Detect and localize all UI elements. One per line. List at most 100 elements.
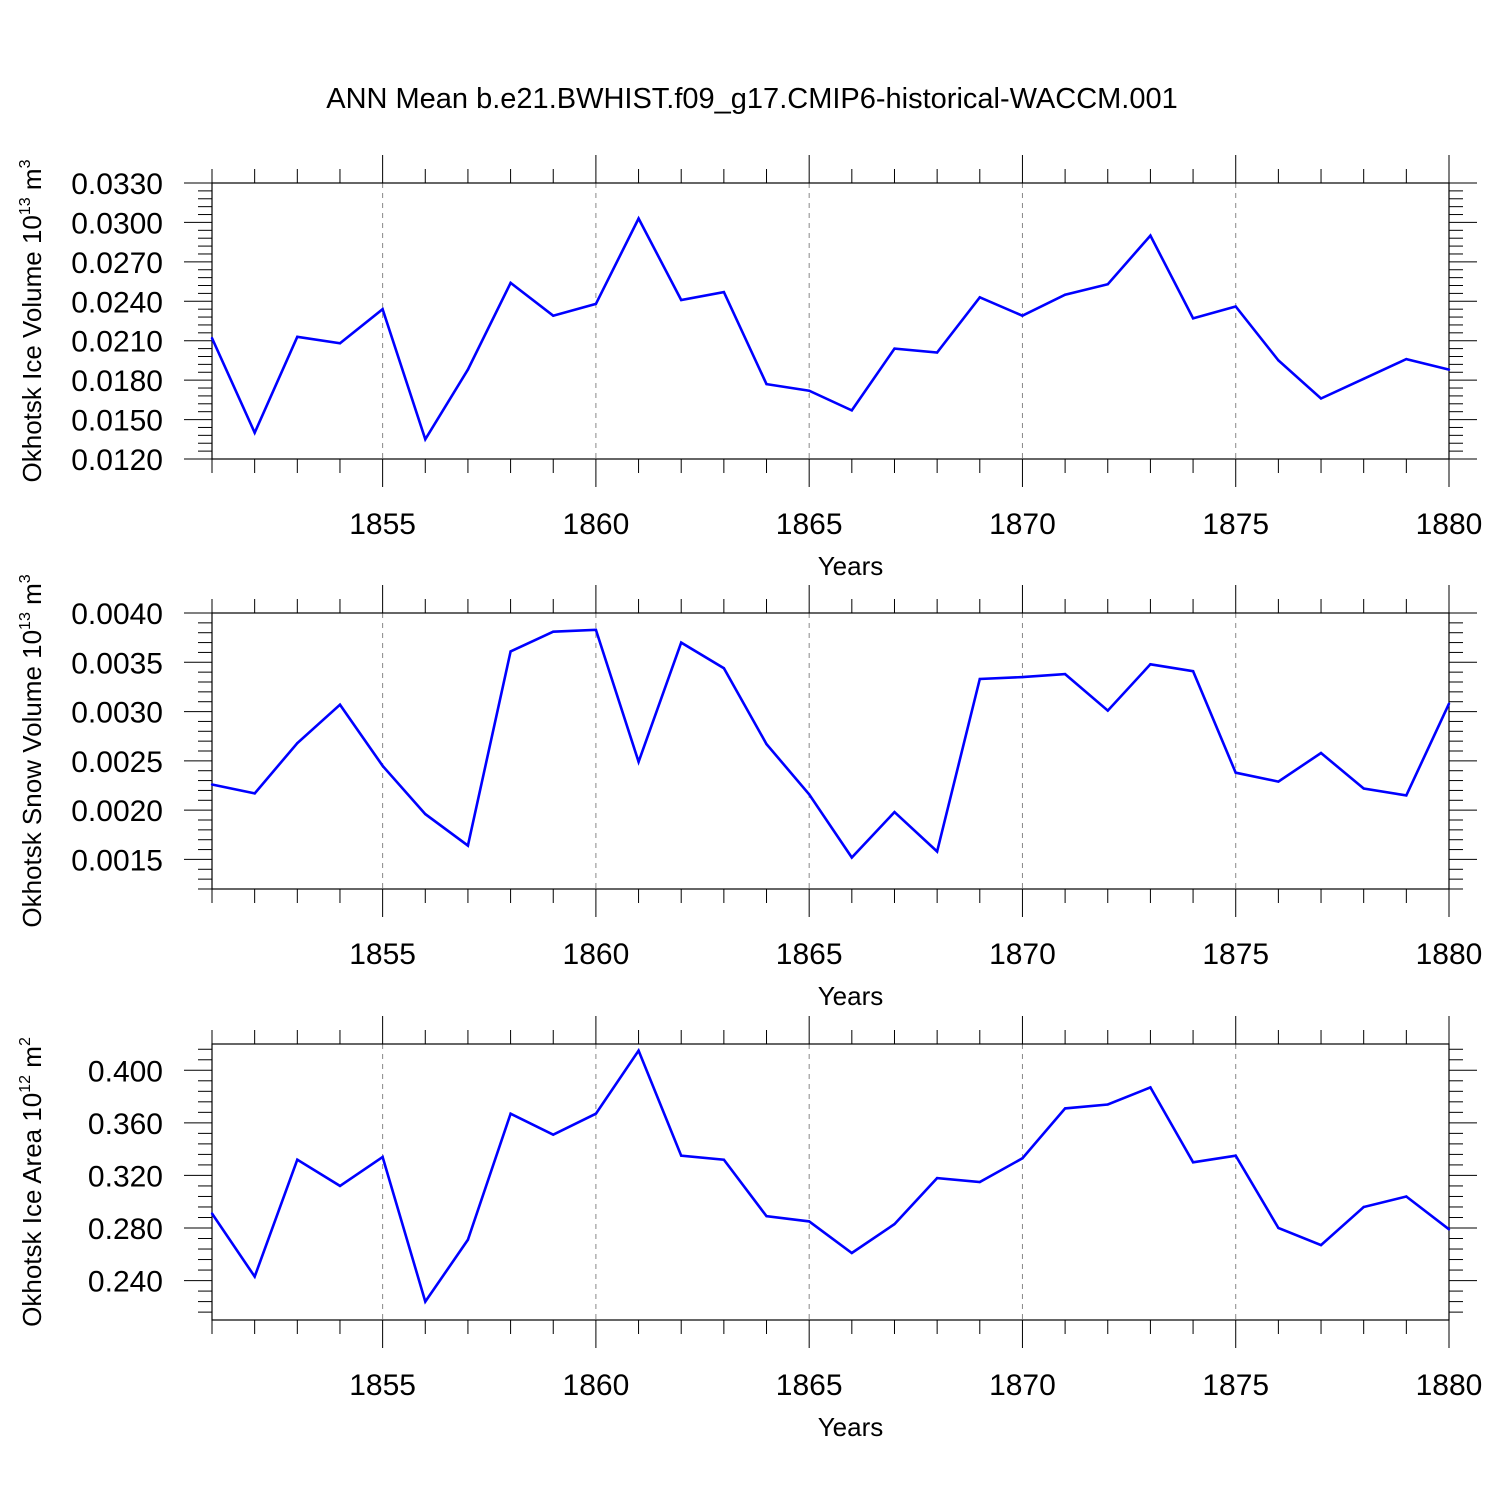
data-point: [1021, 675, 1024, 679]
data-point: [1149, 1086, 1152, 1089]
data-point: [765, 742, 768, 746]
y-tick-label: 0.0150: [71, 405, 163, 438]
x-tick-label: 1855: [349, 938, 416, 971]
data-point: [338, 342, 342, 345]
y-tick-label: 0.0270: [71, 247, 163, 280]
data-point: [1319, 751, 1323, 755]
data-point: [1362, 1205, 1365, 1209]
data-point: [1063, 1107, 1067, 1110]
data-point: [1234, 305, 1237, 308]
data-point: [1319, 1243, 1323, 1247]
y-tick-label: 0.0180: [71, 365, 163, 398]
data-point: [509, 650, 512, 653]
y-tick-label: 0.0330: [71, 168, 163, 201]
data-point: [765, 1214, 768, 1218]
data-point: [296, 741, 299, 745]
y-axis-label-unit-exponent: 3: [17, 574, 34, 583]
data-point: [1277, 780, 1280, 783]
y-tick-label: 0.0025: [71, 746, 163, 779]
plot-frame: [211, 182, 1450, 460]
y-tick-label: 0.0210: [71, 326, 163, 359]
x-axis-label: Years: [818, 1412, 884, 1442]
data-point: [1191, 317, 1195, 320]
data-point: [594, 1112, 598, 1115]
data-point: [594, 628, 598, 631]
y-axis-label-exponent: 12: [17, 1075, 34, 1093]
data-point: [296, 335, 299, 338]
data-point: [1447, 1228, 1451, 1231]
data-point: [424, 1300, 427, 1303]
x-tick-label: 1855: [349, 1369, 416, 1402]
panel-3: 0.240 0.280 0.320 0.360 0.400 1855 1860 1865 187…: [17, 1016, 1482, 1442]
data-point: [424, 438, 427, 441]
y-tick-label: 0.400: [88, 1055, 163, 1088]
y-axis-label: Okhotsk Ice Volume 1013 m3: [17, 159, 47, 482]
data-point: [807, 1220, 811, 1223]
data-point: [1063, 293, 1067, 296]
data-point: [381, 1155, 384, 1159]
data-point: [210, 336, 214, 340]
figure-title: ANN Mean b.e21.BWHIST.f09_g17.CMIP6-hist…: [326, 83, 1178, 115]
x-tick-label: 1870: [989, 508, 1056, 541]
data-point: [680, 641, 683, 644]
data-point: [850, 1251, 854, 1255]
data-point: [722, 290, 726, 294]
x-tick-label: 1865: [776, 508, 843, 541]
x-tick-label: 1880: [1416, 508, 1483, 541]
y-axis-label-exponent: 13: [17, 612, 34, 630]
data-point: [1106, 709, 1109, 712]
data-point: [1447, 702, 1451, 705]
plot-frame: [211, 1043, 1450, 1321]
data-point: [466, 368, 470, 371]
data-point: [807, 793, 811, 796]
data-point: [381, 307, 384, 311]
data-point: [1021, 1157, 1024, 1160]
data-point: [1106, 1103, 1109, 1106]
data-point: [850, 409, 854, 412]
y-axis-label-unit-exponent: 3: [17, 159, 34, 168]
y-axis-label-unit-exponent: 2: [17, 1037, 34, 1046]
series-line: [210, 1047, 1450, 1305]
data-point: [1234, 771, 1237, 774]
data-point: [850, 856, 854, 859]
data-point: [1149, 663, 1152, 666]
data-point: [935, 1176, 939, 1180]
y-tick-label: 0.0040: [71, 598, 163, 631]
y-tick-label: 0.280: [88, 1213, 163, 1246]
data-point: [893, 810, 896, 814]
data-point: [253, 1275, 256, 1278]
y-tick-label: 0.0020: [71, 795, 163, 828]
data-point: [978, 677, 981, 681]
data-point: [1277, 1226, 1280, 1230]
data-point: [509, 281, 512, 285]
x-tick-label: 1870: [989, 1369, 1056, 1402]
x-tick-label: 1860: [563, 1369, 630, 1402]
data-point: [552, 630, 555, 633]
data-point: [1362, 377, 1365, 381]
data-point: [637, 760, 640, 764]
y-axis-label-unit: m: [17, 1046, 47, 1075]
data-point: [893, 1222, 896, 1226]
panel-2: 0.0015 0.0020 0.0025 0.0030 0.0035 0.0040 1855…: [17, 574, 1482, 1011]
y-tick-label: 0.0030: [71, 697, 163, 730]
data-point: [765, 382, 768, 386]
data-point: [1447, 368, 1451, 371]
y-axis-label-text: Okhotsk Snow Volume 10: [17, 630, 47, 928]
data-point: [807, 389, 811, 392]
data-point: [381, 764, 384, 767]
y-tick-label: 0.320: [88, 1160, 163, 1193]
data-point: [1191, 669, 1195, 673]
y-axis-label: Okhotsk Snow Volume 1013 m3: [17, 574, 47, 927]
data-point: [424, 812, 427, 816]
data-point: [1362, 787, 1365, 790]
data-point: [680, 1154, 683, 1157]
data-point: [296, 1158, 299, 1161]
series-line: [210, 215, 1450, 443]
x-axis-label: Years: [818, 551, 884, 581]
y-tick-label: 0.0035: [71, 647, 163, 680]
data-point: [680, 298, 683, 302]
y-tick-label: 0.0300: [71, 207, 163, 240]
y-tick-label: 0.0240: [71, 286, 163, 319]
